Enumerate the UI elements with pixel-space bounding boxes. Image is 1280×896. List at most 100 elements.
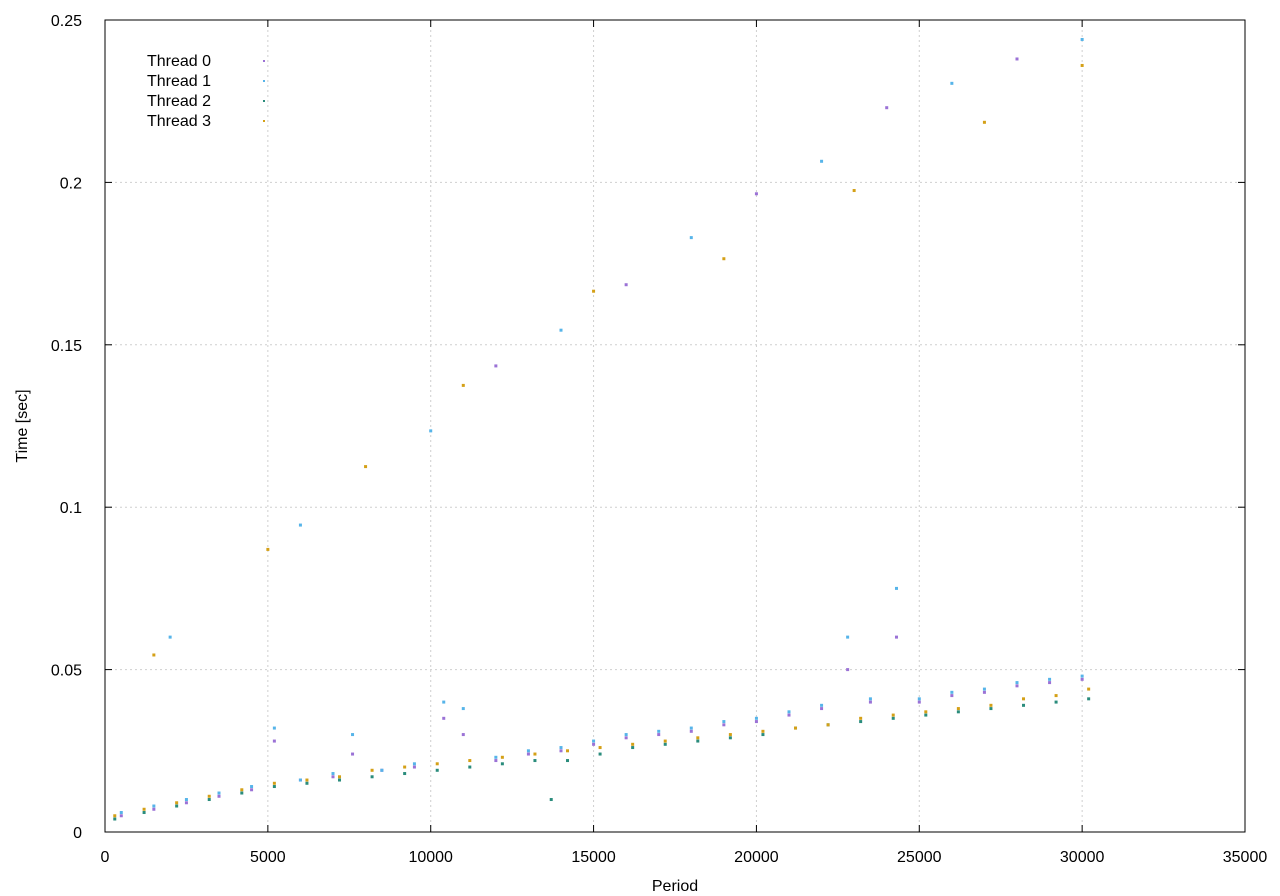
data-point bbox=[956, 710, 960, 714]
data-point bbox=[950, 694, 954, 698]
data-point bbox=[272, 739, 276, 743]
data-point bbox=[119, 811, 123, 815]
legend-label: Thread 2 bbox=[147, 93, 211, 110]
data-point bbox=[820, 159, 824, 163]
data-point bbox=[142, 811, 146, 815]
y-tick-label: 0 bbox=[73, 825, 82, 842]
data-point bbox=[787, 710, 791, 714]
data-point bbox=[631, 746, 635, 750]
data-point bbox=[494, 755, 498, 759]
data-point bbox=[846, 635, 850, 639]
data-point bbox=[152, 653, 156, 657]
data-point bbox=[240, 788, 244, 792]
data-point bbox=[924, 710, 928, 714]
data-point bbox=[754, 720, 758, 724]
data-point bbox=[364, 465, 368, 469]
data-point bbox=[852, 189, 856, 193]
data-point bbox=[240, 791, 244, 795]
data-point bbox=[989, 707, 993, 711]
data-point bbox=[696, 736, 700, 740]
data-point bbox=[461, 707, 465, 711]
data-point bbox=[468, 765, 472, 769]
data-point bbox=[894, 586, 898, 590]
data-point bbox=[175, 801, 179, 805]
data-point bbox=[859, 716, 863, 720]
data-point bbox=[891, 716, 895, 720]
data-point bbox=[885, 106, 889, 110]
series-3 bbox=[113, 63, 1091, 818]
data-point bbox=[351, 733, 355, 737]
legend-marker bbox=[263, 120, 265, 122]
legend: Thread 0 Thread 1 Thread 2 Thread 3 bbox=[147, 53, 265, 130]
data-point bbox=[689, 236, 693, 240]
y-tick-label: 0.1 bbox=[60, 500, 82, 517]
data-point bbox=[468, 759, 472, 763]
data-point bbox=[846, 668, 850, 672]
data-point bbox=[559, 749, 563, 753]
data-points-layer bbox=[113, 37, 1091, 821]
data-point bbox=[370, 768, 374, 772]
data-point bbox=[461, 733, 465, 737]
data-point bbox=[412, 762, 416, 766]
series-0 bbox=[119, 57, 1084, 818]
data-point bbox=[982, 120, 986, 124]
data-point bbox=[526, 752, 530, 756]
data-point bbox=[1022, 703, 1026, 707]
data-point bbox=[696, 739, 700, 743]
data-point bbox=[1080, 63, 1084, 67]
y-tick-label: 0.25 bbox=[51, 13, 82, 30]
data-point bbox=[722, 720, 726, 724]
data-point bbox=[250, 788, 254, 792]
data-point bbox=[494, 759, 498, 763]
data-point bbox=[533, 752, 537, 756]
data-point bbox=[412, 765, 416, 769]
data-point bbox=[338, 775, 342, 779]
x-tick-label: 30000 bbox=[1060, 849, 1105, 866]
data-point bbox=[184, 801, 188, 805]
data-point bbox=[500, 755, 504, 759]
data-point bbox=[794, 726, 798, 730]
data-point bbox=[728, 733, 732, 737]
data-point bbox=[891, 713, 895, 717]
data-point bbox=[1087, 687, 1091, 691]
data-point bbox=[113, 817, 117, 821]
data-point bbox=[728, 736, 732, 740]
data-point bbox=[592, 739, 596, 743]
data-point bbox=[924, 713, 928, 717]
data-point bbox=[722, 723, 726, 727]
data-point bbox=[917, 697, 921, 701]
data-point bbox=[175, 804, 179, 808]
data-point bbox=[663, 742, 667, 746]
data-point bbox=[207, 798, 211, 802]
data-point bbox=[566, 759, 570, 763]
data-point bbox=[331, 772, 335, 776]
data-point bbox=[592, 289, 596, 293]
data-point bbox=[1080, 674, 1084, 678]
data-point bbox=[761, 733, 765, 737]
ticks-layer bbox=[104, 19, 1246, 833]
data-point bbox=[631, 742, 635, 746]
data-point bbox=[894, 635, 898, 639]
data-point bbox=[494, 364, 498, 368]
data-point bbox=[142, 807, 146, 811]
x-tick-label: 5000 bbox=[250, 849, 286, 866]
plot-frame bbox=[104, 19, 1246, 833]
legend-marker bbox=[263, 80, 265, 82]
data-point bbox=[217, 791, 221, 795]
data-point bbox=[754, 716, 758, 720]
data-point bbox=[272, 726, 276, 730]
data-point bbox=[859, 720, 863, 724]
data-point bbox=[549, 798, 553, 802]
data-point bbox=[787, 713, 791, 717]
data-point bbox=[982, 687, 986, 691]
data-point bbox=[722, 257, 726, 261]
data-point bbox=[559, 746, 563, 750]
data-point bbox=[624, 283, 628, 287]
data-point bbox=[689, 726, 693, 730]
legend-marker bbox=[263, 60, 265, 62]
data-point bbox=[624, 736, 628, 740]
data-point bbox=[403, 772, 407, 776]
data-point bbox=[820, 707, 824, 711]
